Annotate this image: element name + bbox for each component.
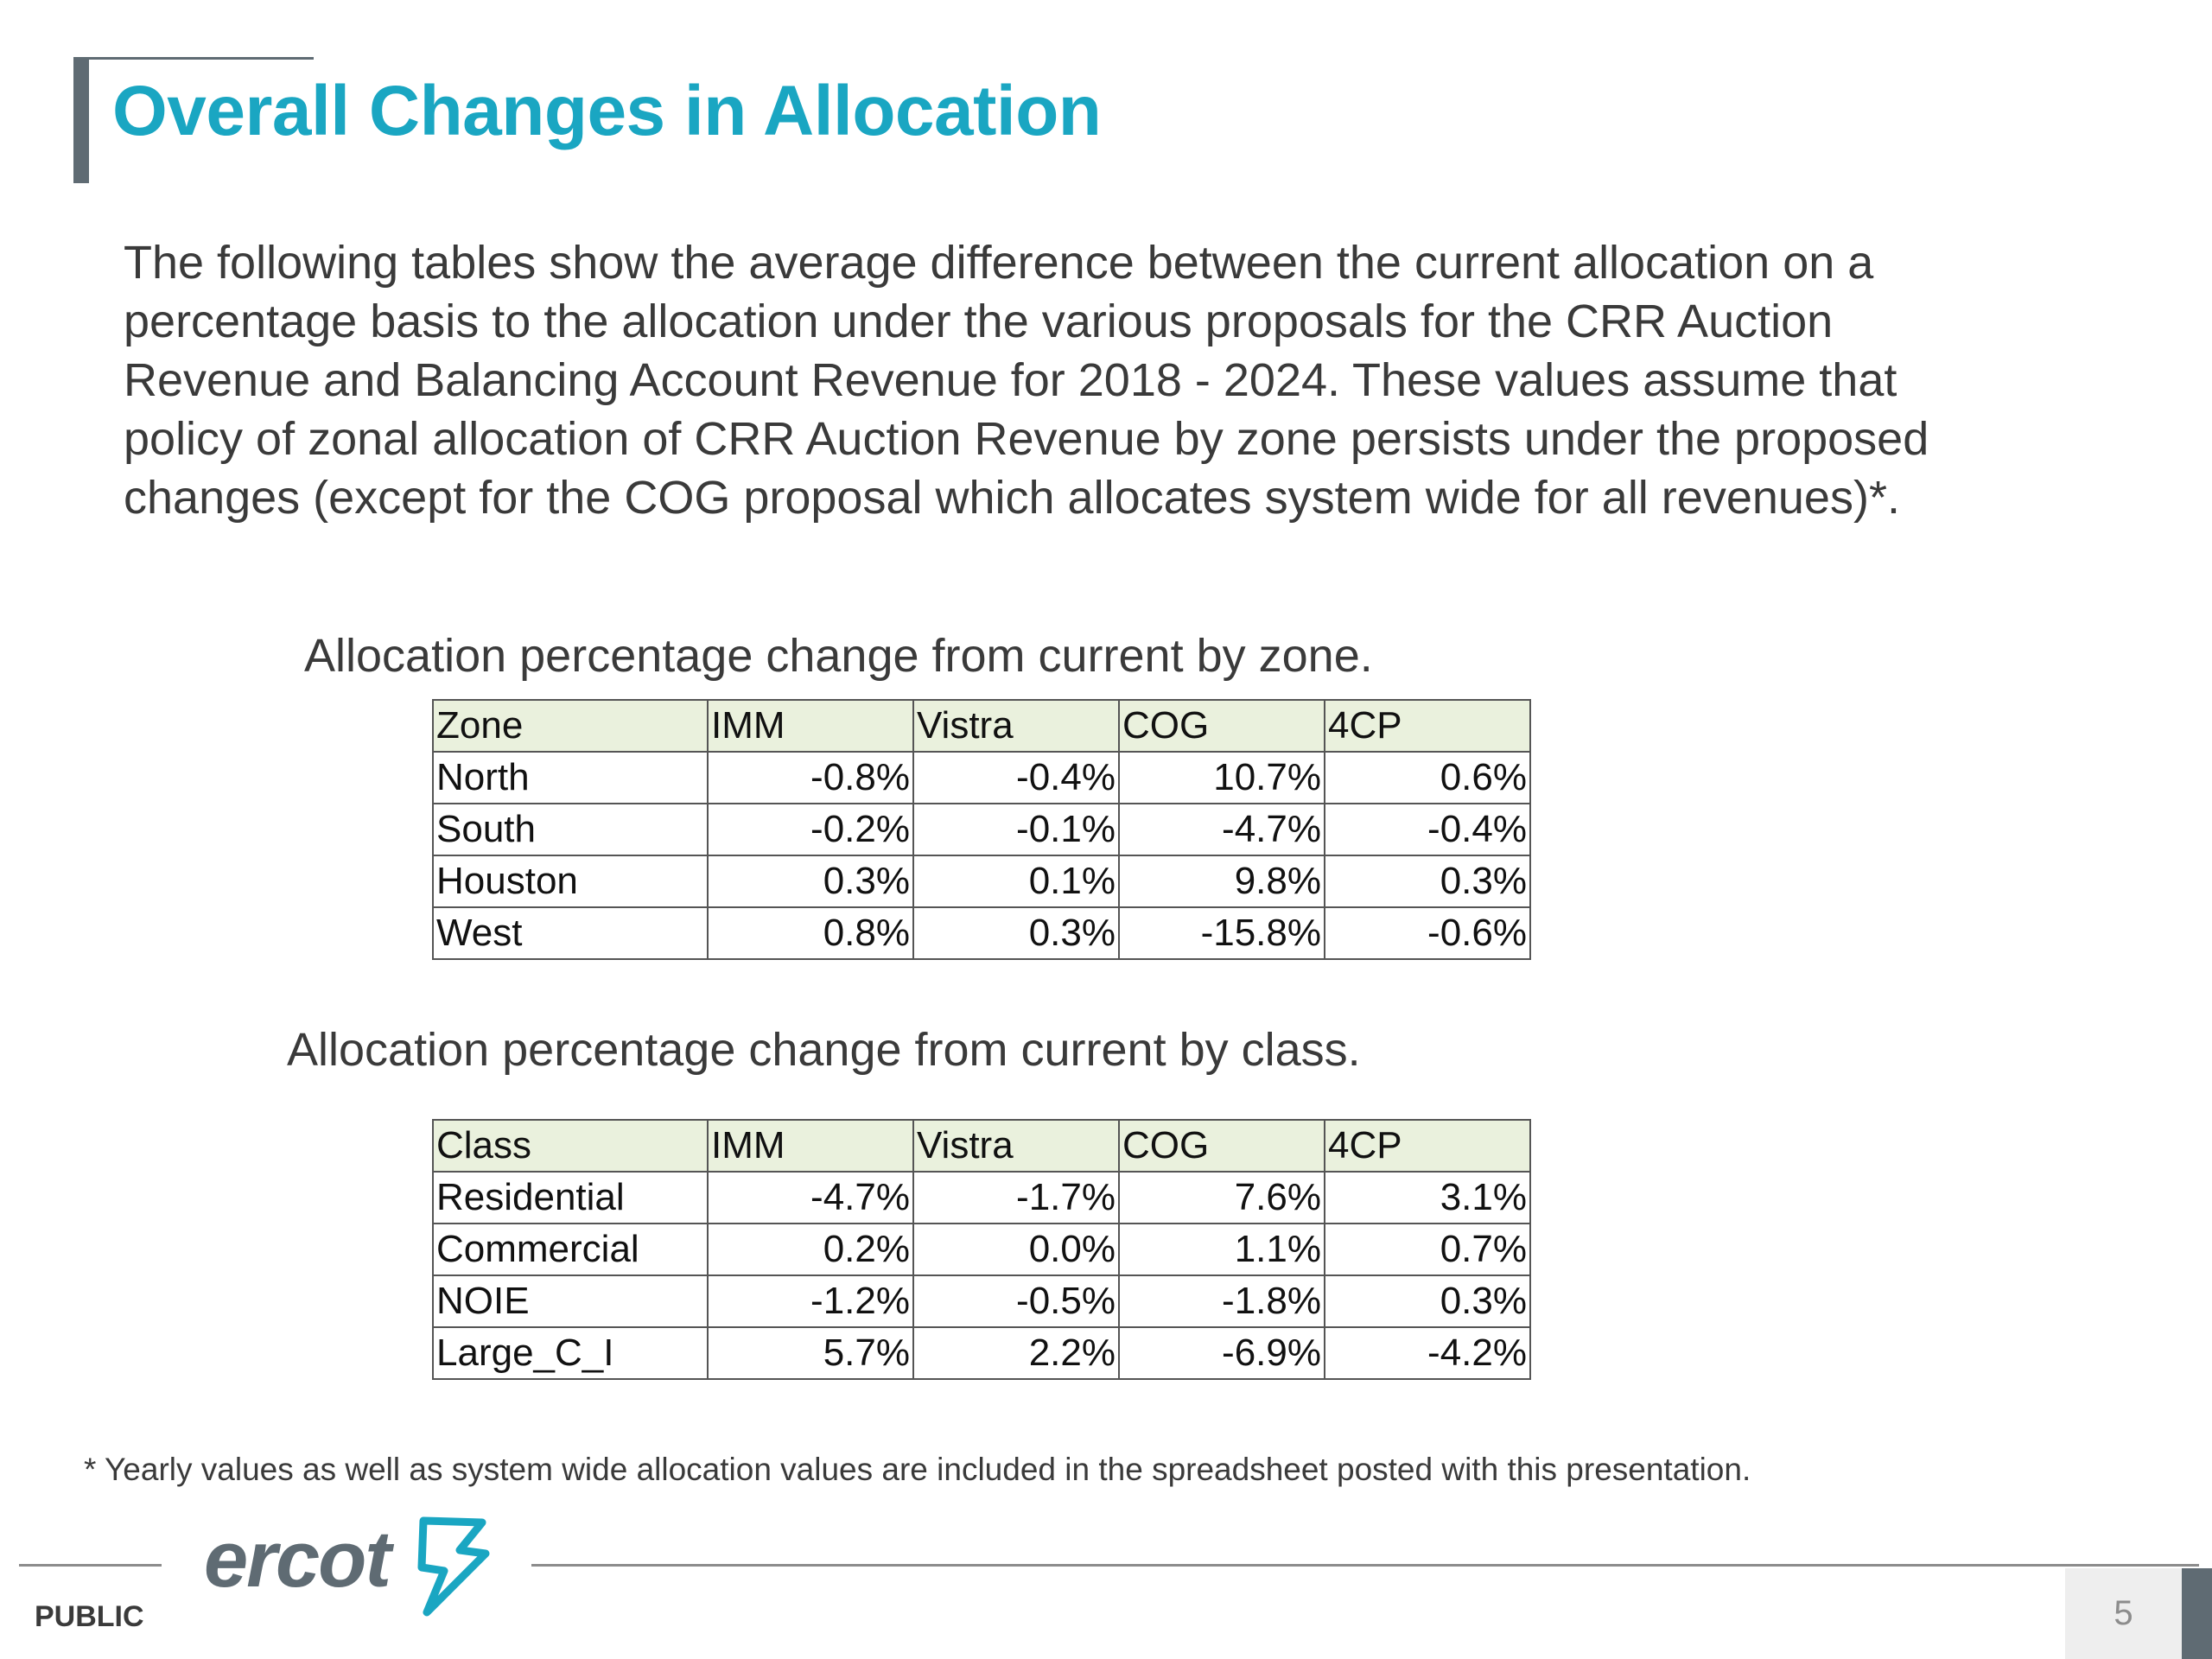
row-label: NOIE [432,1274,709,1328]
logo-wordmark: ercot [204,1516,394,1604]
table-cell: -0.8% [707,751,914,804]
table-cell: 10.7% [1118,751,1325,804]
table-cell: -4.7% [707,1171,914,1224]
table-cell: -0.2% [707,803,914,856]
column-header: COG [1118,1119,1325,1173]
table-cell: -15.8% [1118,906,1325,960]
page-edge-accent [2182,1568,2212,1659]
title-accent-line [73,57,314,60]
column-header: Zone [432,699,709,753]
table-cell: 0.3% [912,906,1120,960]
table-cell: -6.9% [1118,1326,1325,1380]
table-cell: 2.2% [912,1326,1120,1380]
row-label: Residential [432,1171,709,1224]
table-cell: 0.2% [707,1223,914,1276]
class-table-header-row: Class IMM Vistra COG 4CP [432,1119,1531,1173]
table-row: Residential -4.7% -1.7% 7.6% 3.1% [432,1171,1531,1224]
table-cell: 0.0% [912,1223,1120,1276]
column-header: Vistra [912,1119,1120,1173]
table-cell: -0.4% [912,751,1120,804]
intro-paragraph: The following tables show the average di… [124,237,1929,524]
page-number-box [2065,1568,2182,1659]
classification-label: PUBLIC [35,1600,144,1633]
table-row: NOIE -1.2% -0.5% -1.8% 0.3% [432,1274,1531,1328]
column-header: COG [1118,699,1325,753]
table-cell: 0.6% [1324,751,1531,804]
column-header: IMM [707,699,914,753]
row-label: South [432,803,709,856]
footer-rule-right [531,1564,2199,1567]
slide-title: Overall Changes in Allocation [112,72,1102,150]
table-cell: 0.8% [707,906,914,960]
row-label: Commercial [432,1223,709,1276]
title-accent-bar [73,57,89,183]
page-number: 5 [2113,1594,2133,1632]
footer-rule-left [19,1564,162,1567]
table-cell: 1.1% [1118,1223,1325,1276]
table-cell: -1.8% [1118,1274,1325,1328]
column-header: Class [432,1119,709,1173]
table-cell: -1.7% [912,1171,1120,1224]
table-cell: -1.2% [707,1274,914,1328]
table-row: Commercial 0.2% 0.0% 1.1% 0.7% [432,1223,1531,1276]
table-row: South -0.2% -0.1% -4.7% -0.4% [432,803,1531,856]
table-cell: 0.3% [707,855,914,908]
table-cell: -0.1% [912,803,1120,856]
zone-table: Zone IMM Vistra COG 4CP North -0.8% -0.4… [432,699,1531,960]
row-label: Large_C_I [432,1326,709,1380]
ercot-logo: ercot [204,1516,490,1617]
table-row: West 0.8% 0.3% -15.8% -0.6% [432,906,1531,960]
table-cell: 5.7% [707,1326,914,1380]
zone-table-header-row: Zone IMM Vistra COG 4CP [432,699,1531,753]
table-cell: -0.4% [1324,803,1531,856]
table-cell: 7.6% [1118,1171,1325,1224]
class-table-caption: Allocation percentage change from curren… [287,1024,1361,1076]
footnote: * Yearly values as well as system wide a… [84,1452,1751,1487]
table-cell: -0.6% [1324,906,1531,960]
table-cell: 3.1% [1324,1171,1531,1224]
table-cell: 9.8% [1118,855,1325,908]
table-cell: -4.7% [1118,803,1325,856]
row-label: West [432,906,709,960]
row-label: North [432,751,709,804]
table-row: North -0.8% -0.4% 10.7% 0.6% [432,751,1531,804]
class-table: Class IMM Vistra COG 4CP Residential -4.… [432,1119,1531,1380]
table-cell: -0.5% [912,1274,1120,1328]
table-row: Houston 0.3% 0.1% 9.8% 0.3% [432,855,1531,908]
table-cell: 0.1% [912,855,1120,908]
row-label: Houston [432,855,709,908]
table-cell: 0.3% [1324,855,1531,908]
column-header: IMM [707,1119,914,1173]
table-cell: 0.3% [1324,1274,1531,1328]
table-cell: 0.7% [1324,1223,1531,1276]
column-header: 4CP [1324,1119,1531,1173]
column-header: 4CP [1324,699,1531,753]
table-row: Large_C_I 5.7% 2.2% -6.9% -4.2% [432,1326,1531,1380]
logo-bolt-icon [417,1516,490,1617]
column-header: Vistra [912,699,1120,753]
table-cell: -4.2% [1324,1326,1531,1380]
zone-table-caption: Allocation percentage change from curren… [304,630,1373,682]
